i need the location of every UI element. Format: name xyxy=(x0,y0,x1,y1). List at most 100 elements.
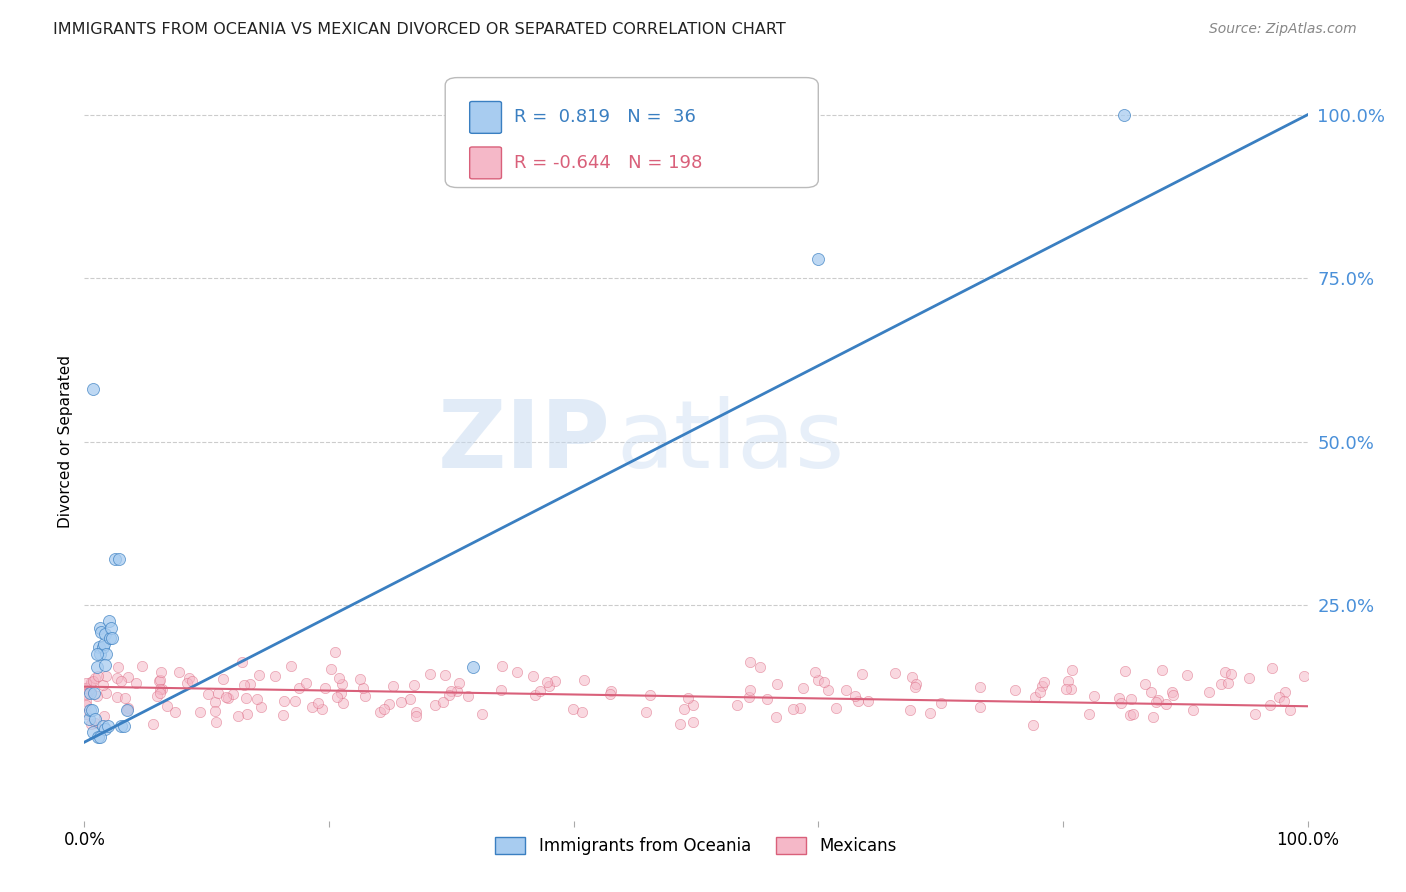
Point xyxy=(80,675,103,690)
Point xyxy=(165,706,187,720)
Point xyxy=(599,687,621,701)
Point xyxy=(100,621,122,635)
Point xyxy=(77,712,100,726)
Point xyxy=(389,695,412,709)
Point xyxy=(86,689,108,703)
Point xyxy=(105,690,128,704)
Point xyxy=(1154,697,1177,711)
Point xyxy=(94,658,117,673)
Point xyxy=(457,689,479,703)
Point xyxy=(884,665,907,680)
Point xyxy=(561,701,583,715)
Point xyxy=(94,669,117,683)
Point xyxy=(898,703,921,717)
Point xyxy=(330,676,353,690)
Point xyxy=(1182,703,1205,717)
Point xyxy=(91,678,114,692)
Point xyxy=(1267,690,1289,705)
Point xyxy=(404,678,426,692)
Point xyxy=(89,730,111,744)
Text: R =  0.819   N =  36: R = 0.819 N = 36 xyxy=(513,109,696,127)
Point xyxy=(307,696,329,710)
Point xyxy=(544,674,567,689)
Point xyxy=(91,719,114,733)
Point xyxy=(79,686,101,700)
Point xyxy=(75,681,97,696)
Point xyxy=(75,676,97,690)
Point xyxy=(522,668,544,682)
Point xyxy=(231,655,253,669)
Point xyxy=(131,659,153,673)
Point xyxy=(239,677,262,691)
Point xyxy=(301,699,323,714)
Point xyxy=(807,673,830,687)
Legend: Immigrants from Oceania, Mexicans: Immigrants from Oceania, Mexicans xyxy=(489,830,903,862)
Point xyxy=(538,679,561,693)
Point xyxy=(146,689,169,703)
Point xyxy=(1022,718,1045,732)
Point xyxy=(636,706,658,720)
Point xyxy=(80,702,103,716)
Text: ZIP: ZIP xyxy=(437,395,610,488)
Point xyxy=(112,719,135,733)
Point xyxy=(77,683,100,698)
Point xyxy=(204,696,226,710)
Point xyxy=(437,688,460,702)
Point xyxy=(529,683,551,698)
Point xyxy=(1220,666,1243,681)
Point xyxy=(149,673,172,687)
Point xyxy=(405,709,427,723)
Point xyxy=(87,640,110,655)
Point xyxy=(87,730,110,744)
Point xyxy=(125,676,148,690)
Point xyxy=(104,552,127,566)
Point xyxy=(638,689,661,703)
Point xyxy=(83,686,105,700)
Point xyxy=(1144,695,1167,709)
Point xyxy=(1160,684,1182,698)
Point xyxy=(844,689,866,703)
Point xyxy=(80,683,103,698)
Point xyxy=(314,681,336,696)
Point xyxy=(82,673,104,688)
Point xyxy=(904,677,927,691)
Point xyxy=(1054,681,1077,696)
Point xyxy=(1060,663,1083,677)
FancyBboxPatch shape xyxy=(470,102,502,133)
Point xyxy=(326,690,349,704)
Point xyxy=(1260,698,1282,713)
Point xyxy=(765,710,787,724)
Point xyxy=(725,698,748,713)
Point xyxy=(188,705,211,719)
Point xyxy=(167,665,190,679)
Point xyxy=(107,552,129,566)
Point xyxy=(669,716,692,731)
Point xyxy=(152,681,174,696)
Point xyxy=(846,694,869,708)
Point xyxy=(536,674,558,689)
Point xyxy=(1218,676,1240,690)
Point xyxy=(105,672,128,686)
Point xyxy=(97,719,120,733)
Point xyxy=(1078,707,1101,722)
Point xyxy=(89,647,111,661)
Point xyxy=(523,689,546,703)
Point xyxy=(969,681,991,695)
Point xyxy=(378,697,401,711)
Point xyxy=(150,665,173,680)
Y-axis label: Divorced or Separated: Divorced or Separated xyxy=(58,355,73,528)
Point xyxy=(918,706,941,720)
Point xyxy=(471,707,494,722)
Point xyxy=(1237,671,1260,685)
Text: IMMIGRANTS FROM OCEANIA VS MEXICAN DIVORCED OR SEPARATED CORRELATION CHART: IMMIGRANTS FROM OCEANIA VS MEXICAN DIVOR… xyxy=(53,22,786,37)
Point xyxy=(94,722,117,736)
Point xyxy=(1122,706,1144,721)
Point xyxy=(813,675,835,690)
Point xyxy=(1177,668,1199,682)
Point xyxy=(440,683,463,698)
Point xyxy=(1243,707,1265,722)
Point xyxy=(205,715,228,730)
Point xyxy=(676,690,699,705)
Point xyxy=(75,707,97,722)
Point xyxy=(1278,703,1301,717)
